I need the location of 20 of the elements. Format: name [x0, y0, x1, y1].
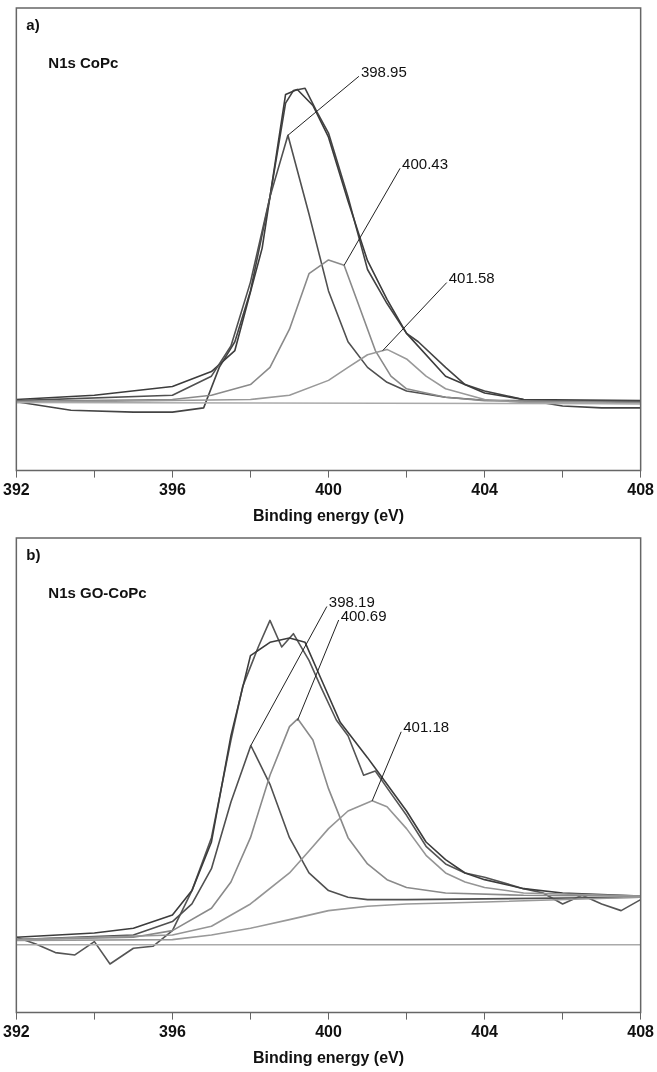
annotation: 401.18	[403, 718, 450, 736]
annotation: 401.58	[448, 269, 495, 287]
x-tick-label: 404	[471, 1022, 499, 1040]
x-tick-label: 400	[315, 480, 342, 498]
x-tick-label: 408	[627, 480, 655, 498]
x-tick-label: 392	[3, 480, 30, 498]
chart-subtitle: N1s CoPc	[48, 53, 119, 71]
x-tick-label: 400	[315, 1022, 342, 1040]
x-tick-label: 392	[3, 1022, 30, 1040]
x-tick-label: 408	[627, 1022, 655, 1040]
x-tick-label: 396	[159, 480, 186, 498]
x-tick-label: 396	[159, 1022, 186, 1040]
annotation: 398.95	[360, 62, 407, 80]
annotation: 400.43	[402, 154, 448, 172]
x-axis-title: Binding energy (eV)	[252, 506, 405, 524]
x-tick-label: 404	[471, 480, 499, 498]
chart-title: a)	[26, 15, 40, 33]
chart-title: b)	[26, 545, 41, 563]
x-axis-title: Binding energy (eV)	[252, 1048, 405, 1066]
chart-subtitle: N1s GO-CoPc	[48, 583, 147, 601]
